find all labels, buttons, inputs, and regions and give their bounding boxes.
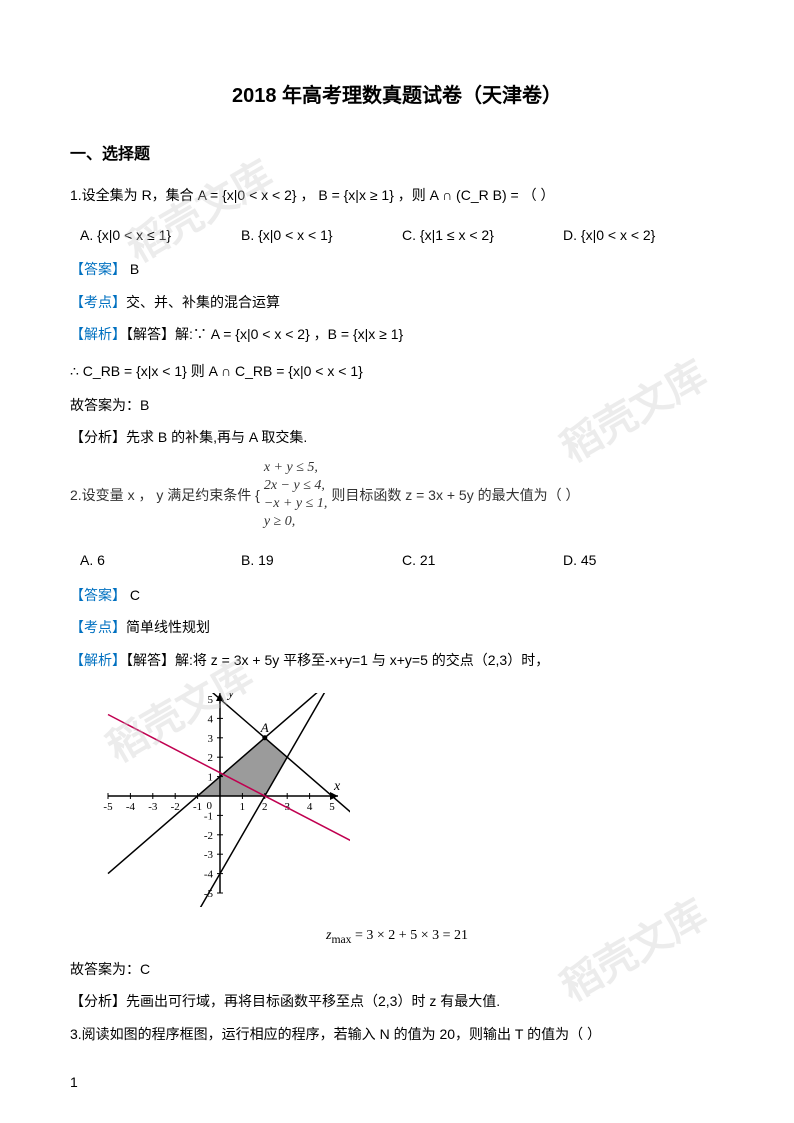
q1-line2: ∴ C_RB = {x|x < 1} 则 A ∩ C_RB = {x|0 < x…	[70, 360, 724, 382]
q2-analysis-line: 【解析】【解答】解:将 z = 3x + 5y 平移至-x+y=1 与 x+y=…	[70, 649, 724, 671]
svg-text:4: 4	[307, 801, 313, 813]
topic-label: 【考点】	[70, 619, 126, 635]
q1-analysis-line: 【解析】【解答】解:∵ A = {x|0 < x < 2} ，B = {x|x …	[70, 323, 724, 345]
q1-line3: 故答案为：B	[70, 394, 724, 416]
svg-text:-1: -1	[193, 801, 202, 813]
q1-topic-line: 【考点】交、并、补集的混合运算	[70, 291, 724, 313]
page-title: 2018 年高考理数真题试卷（天津卷）	[70, 80, 724, 112]
q2-answer: C	[126, 587, 140, 603]
q2-fenxi: 【分析】先画出可行域，再将目标函数平移至点（2,3）时 z 有最大值.	[70, 990, 724, 1012]
q2-opt-a: A. 6	[80, 549, 241, 571]
q2-opt-c: C. 21	[402, 549, 563, 571]
q2-zmax: zmax = 3 × 2 + 5 × 3 = 21	[70, 925, 724, 949]
page-number: 1	[70, 1071, 78, 1093]
svg-text:-1: -1	[204, 810, 213, 822]
q2-opt-d: D. 45	[563, 549, 724, 571]
svg-text:3: 3	[208, 733, 214, 745]
q1-opt-c: C. {x|1 ≤ x < 2}	[402, 224, 563, 246]
feasible-region-chart: -5-4-3-2-112345-5-4-3-2-1123450xyA	[90, 681, 350, 911]
svg-text:-4: -4	[126, 801, 136, 813]
q1-opt-d: D. {x|0 < x < 2}	[563, 224, 724, 246]
q2-suffix: 则目标函数 z = 3x + 5y 的最大值为（ ）	[331, 484, 579, 506]
answer-label: 【答案】	[70, 587, 126, 603]
q2-figure: -5-4-3-2-112345-5-4-3-2-1123450xyA	[90, 681, 724, 917]
q2-c2: 2x − y ≤ 4,	[264, 477, 328, 495]
analysis-label: 【解析】	[70, 326, 126, 342]
svg-text:-3: -3	[148, 801, 158, 813]
q2-line3: 故答案为：C	[70, 958, 724, 980]
q1-opt-a: A. {x|0 < x ≤ 1}	[80, 224, 241, 246]
svg-text:-3: -3	[204, 849, 214, 861]
q2-opt-b: B. 19	[241, 549, 402, 571]
svg-text:0: 0	[207, 800, 213, 812]
answer-label: 【答案】	[70, 261, 126, 277]
q1-topic: 交、并、补集的混合运算	[126, 294, 280, 310]
svg-text:-5: -5	[103, 801, 113, 813]
q1-answer-line: 【答案】 B	[70, 258, 724, 280]
q2-c4: y ≥ 0,	[264, 513, 328, 531]
svg-text:A: A	[260, 720, 269, 735]
q2-analysis-body: 【解答】解:将 z = 3x + 5y 平移至-x+y=1 与 x+y=5 的交…	[126, 652, 549, 668]
q1-text: 1.设全集为 R，集合 A = {x|0 < x < 2} ， B = {x|x…	[70, 184, 724, 206]
q1-options: A. {x|0 < x ≤ 1} B. {x|0 < x < 1} C. {x|…	[70, 224, 724, 246]
section-header: 一、选择题	[70, 142, 724, 168]
topic-label: 【考点】	[70, 294, 126, 310]
svg-text:1: 1	[208, 772, 214, 784]
svg-text:2: 2	[262, 801, 268, 813]
svg-text:5: 5	[329, 801, 335, 813]
svg-text:4: 4	[208, 713, 214, 725]
svg-text:2: 2	[208, 752, 214, 764]
svg-text:x: x	[333, 779, 341, 794]
q2-topic-line: 【考点】简单线性规划	[70, 616, 724, 638]
q1-analysis-body: 【解答】解:∵ A = {x|0 < x < 2} ，B = {x|x ≥ 1}	[126, 326, 403, 342]
svg-text:5: 5	[208, 694, 214, 706]
q1-opt-b: B. {x|0 < x < 1}	[241, 224, 402, 246]
q2-prefix: 2.设变量 x ， y 满足约束条件 {	[70, 484, 260, 506]
q2-options: A. 6 B. 19 C. 21 D. 45	[70, 549, 724, 571]
analysis-label: 【解析】	[70, 652, 126, 668]
q1-answer: B	[126, 261, 139, 277]
q2-answer-line: 【答案】 C	[70, 584, 724, 606]
svg-text:-2: -2	[171, 801, 180, 813]
q3-text: 3.阅读如图的程序框图，运行相应的程序，若输入 N 的值为 20，则输出 T 的…	[70, 1023, 724, 1045]
q2-topic: 简单线性规划	[126, 619, 210, 635]
q1-fenxi: 【分析】先求 B 的补集,再与 A 取交集.	[70, 426, 724, 448]
q2-c1: x + y ≤ 5,	[264, 459, 328, 477]
svg-text:-4: -4	[204, 869, 214, 881]
svg-text:1: 1	[240, 801, 246, 813]
svg-text:-2: -2	[204, 830, 213, 842]
q2-text: 2.设变量 x ， y 满足约束条件 { x + y ≤ 5, 2x − y ≤…	[70, 459, 724, 532]
q2-c3: −x + y ≤ 1,	[264, 495, 328, 513]
